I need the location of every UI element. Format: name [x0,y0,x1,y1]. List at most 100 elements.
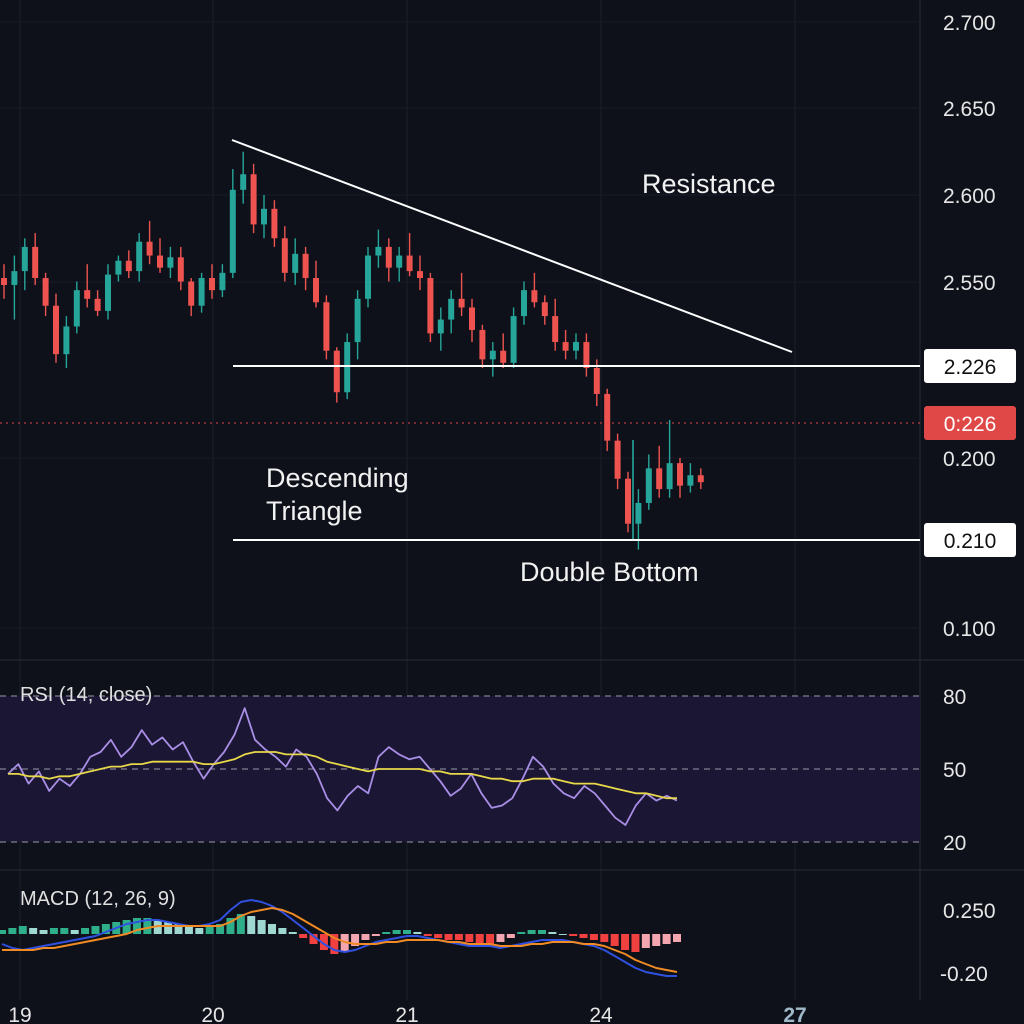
candle[interactable] [136,233,143,282]
candle[interactable] [656,445,663,498]
candle-body[interactable] [500,350,507,363]
candle[interactable] [521,281,527,325]
candle[interactable] [489,342,496,377]
macd-histogram-bar[interactable] [143,918,152,934]
candle-body[interactable] [209,278,215,291]
macd-histogram-bar[interactable] [610,934,619,946]
macd-histogram-bar[interactable] [465,934,474,942]
macd-histogram-bar[interactable] [517,932,526,934]
rsi-panel[interactable] [0,695,920,843]
macd-histogram-bar[interactable] [8,928,17,934]
candle-body[interactable] [479,329,486,360]
candle[interactable] [240,151,247,204]
macd-histogram-bar[interactable] [558,934,567,935]
candle-body[interactable] [437,319,444,334]
candle[interactable] [417,255,423,291]
candle[interactable] [396,246,403,282]
candle-body[interactable] [406,255,413,272]
candle-body[interactable] [281,238,288,273]
trend-drawings[interactable] [0,139,920,541]
candle[interactable] [645,454,652,510]
macd-histogram-bar[interactable] [631,934,640,952]
candle-body[interactable] [645,468,652,503]
macd-histogram-bar[interactable] [621,934,630,950]
candle-body[interactable] [177,257,184,282]
candle-body[interactable] [313,278,319,303]
candle[interactable] [458,272,465,317]
macd-histogram-bar[interactable] [589,934,598,940]
candle-body[interactable] [354,298,361,343]
candle[interactable] [479,324,486,368]
candle-body[interactable] [250,174,257,225]
candle-body[interactable] [94,298,101,311]
macd-histogram-bar[interactable] [29,928,38,934]
candle[interactable] [562,329,569,360]
candle-body[interactable] [198,278,205,306]
macd-histogram-bar[interactable] [299,934,308,938]
candle-body[interactable] [375,246,382,256]
candle[interactable] [448,290,455,334]
candle-body[interactable] [73,290,80,327]
candle[interactable] [250,163,257,234]
candle-body[interactable] [302,253,309,279]
candle[interactable] [271,200,278,247]
macd-histogram-bar[interactable] [496,934,505,942]
macd-histogram-bar[interactable] [506,934,515,938]
candle-body[interactable] [385,246,392,268]
candle-body[interactable] [271,208,278,239]
candle[interactable] [573,333,579,360]
macd-histogram-bar[interactable] [164,922,173,934]
candle-body[interactable] [469,307,475,330]
candle[interactable] [313,260,319,308]
macd-histogram-bar[interactable] [216,924,225,934]
macd-histogram-bar[interactable] [0,930,6,934]
candle-body[interactable] [365,255,371,299]
candle-body[interactable] [625,478,631,524]
candle[interactable] [42,272,49,317]
candle[interactable] [323,295,330,360]
macd-histogram-bar[interactable] [538,930,546,934]
macd-histogram-bar[interactable] [527,930,536,934]
candle[interactable] [177,246,184,291]
candle[interactable] [531,272,538,308]
macd-histogram-bar[interactable] [101,924,110,934]
macd-histogram-bar[interactable] [403,930,411,934]
macd-histogram-bar[interactable] [309,934,318,944]
candle-body[interactable] [396,255,403,268]
candle[interactable] [146,220,153,265]
macd-histogram-bar[interactable] [475,934,484,944]
candle-body[interactable] [697,475,704,483]
candle-body[interactable] [146,241,153,256]
resistance-trendline[interactable] [231,139,793,353]
macd-histogram-bar[interactable] [60,928,69,934]
candle-body[interactable] [656,468,663,490]
macd-histogram-bar[interactable] [361,934,370,940]
candle-body[interactable] [489,350,496,360]
macd-histogram-bar[interactable] [330,934,339,954]
candle-body[interactable] [261,208,267,225]
macd-histogram-bar[interactable] [195,928,204,934]
candle-body[interactable] [510,316,517,363]
candle-body[interactable] [562,342,569,351]
candle[interactable] [157,238,163,273]
candle[interactable] [541,295,548,325]
candle[interactable] [53,293,59,363]
candle-body[interactable] [593,368,600,394]
candle-body[interactable] [531,290,538,303]
macd-histogram-bar[interactable] [184,926,193,934]
candle-body[interactable] [333,350,340,393]
candle[interactable] [209,264,215,299]
candle[interactable] [406,233,413,277]
macd-histogram-bar[interactable] [382,932,391,934]
price-tag[interactable]: 2.226 [924,349,1016,383]
candle-body[interactable] [136,241,143,272]
candle-body[interactable] [541,302,548,317]
candle-body[interactable] [583,342,590,368]
macd-histogram-bar[interactable] [257,920,266,934]
macd-histogram-bar[interactable] [49,928,58,934]
macd-histogram-bar[interactable] [247,916,256,934]
candle-body[interactable] [427,278,434,334]
macd-histogram-bar[interactable] [454,934,463,940]
candle-body[interactable] [552,316,559,343]
macd-histogram-bar[interactable] [444,934,453,940]
